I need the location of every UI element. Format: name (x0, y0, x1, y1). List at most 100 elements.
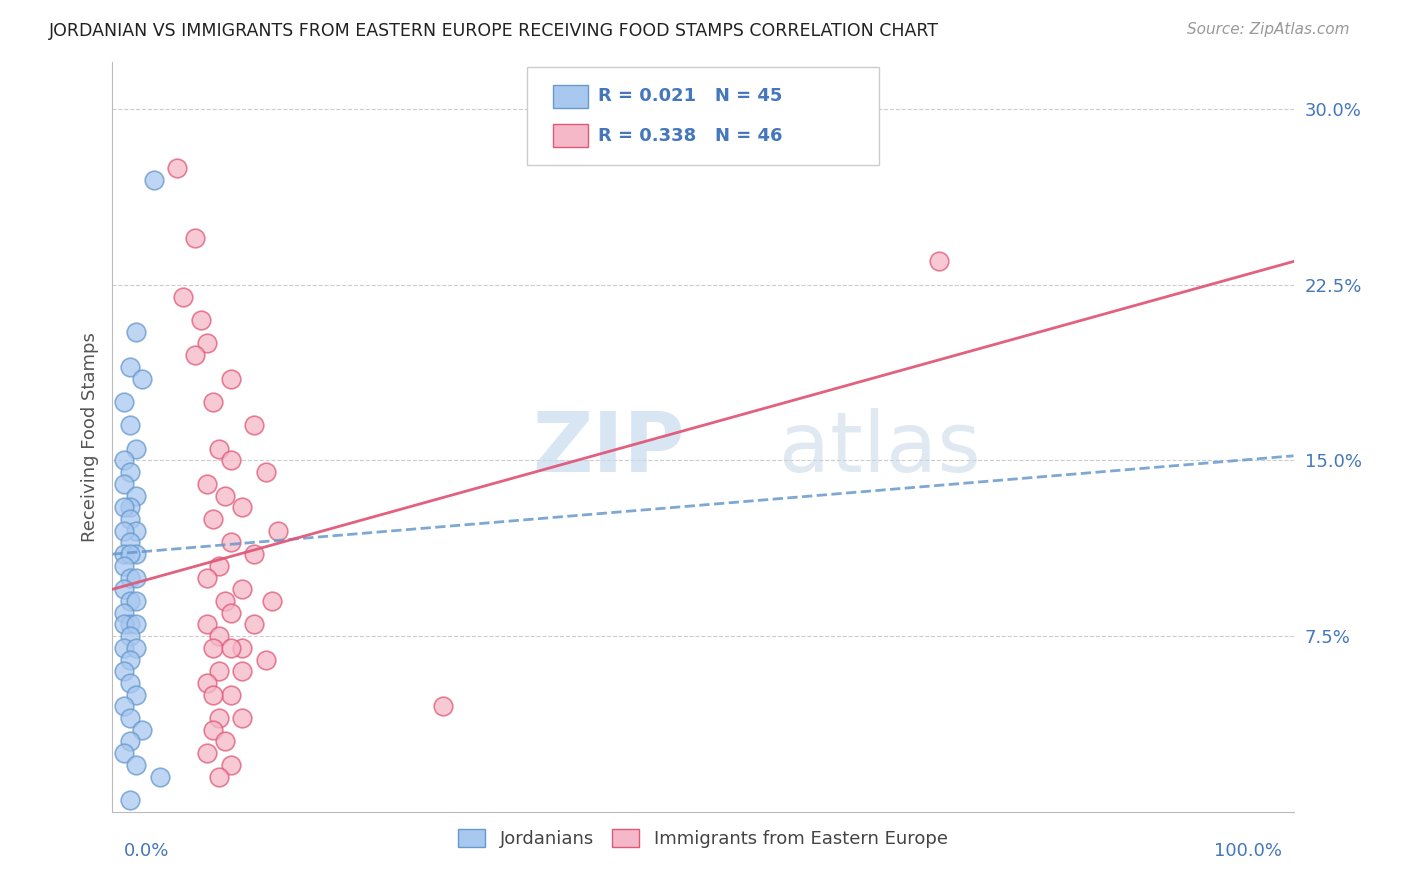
Point (125, 571, 148, 585)
Point (195, 746, 218, 760)
Point (112, 453, 135, 467)
Point (112, 395, 135, 409)
Point (125, 758, 148, 772)
Point (184, 348, 207, 362)
Point (190, 313, 212, 327)
Text: ZIP: ZIP (533, 409, 685, 490)
Point (201, 723, 224, 737)
Point (120, 571, 142, 585)
Point (243, 617, 266, 632)
Point (125, 617, 148, 632)
Point (214, 594, 236, 608)
Point (243, 547, 266, 561)
Point (201, 395, 224, 409)
Point (231, 664, 253, 679)
Point (112, 617, 135, 632)
Point (195, 336, 218, 351)
Point (125, 489, 148, 503)
Text: Source: ZipAtlas.com: Source: ZipAtlas.com (1187, 22, 1350, 37)
Point (208, 770, 231, 784)
Point (125, 325, 148, 339)
Point (120, 617, 142, 632)
Text: JORDANIAN VS IMMIGRANTS FROM EASTERN EUROPE RECEIVING FOOD STAMPS CORRELATION CH: JORDANIAN VS IMMIGRANTS FROM EASTERN EUR… (49, 22, 939, 40)
Point (231, 500, 253, 515)
Point (214, 734, 236, 748)
Point (112, 524, 135, 538)
Point (112, 664, 135, 679)
Point (172, 289, 194, 303)
Point (120, 594, 142, 608)
Point (125, 640, 148, 655)
Point (219, 640, 242, 655)
Point (112, 606, 135, 620)
Y-axis label: Receiving Food Stamps: Receiving Food Stamps (80, 332, 98, 542)
Point (120, 512, 142, 526)
Point (231, 640, 253, 655)
Point (112, 746, 135, 760)
Point (166, 161, 188, 175)
Point (131, 371, 153, 385)
Point (120, 652, 142, 666)
Point (432, 699, 454, 714)
Point (201, 688, 224, 702)
Point (112, 547, 135, 561)
Point (120, 359, 142, 374)
Point (195, 617, 218, 632)
Point (120, 734, 142, 748)
Point (149, 770, 172, 784)
Point (208, 711, 231, 725)
Point (219, 758, 242, 772)
Point (112, 558, 135, 573)
Text: 100.0%: 100.0% (1213, 842, 1282, 860)
Point (125, 594, 148, 608)
Point (928, 254, 950, 268)
Point (184, 231, 207, 245)
Point (131, 723, 153, 737)
Point (219, 453, 242, 467)
Point (120, 547, 142, 561)
Point (125, 688, 148, 702)
Point (112, 476, 135, 491)
Text: R = 0.021   N = 45: R = 0.021 N = 45 (598, 87, 782, 105)
Point (260, 594, 283, 608)
Point (112, 582, 135, 597)
Point (254, 652, 277, 666)
Text: atlas: atlas (779, 409, 981, 490)
Point (254, 465, 277, 479)
Point (120, 793, 142, 807)
Point (208, 629, 231, 643)
Point (201, 640, 224, 655)
Point (201, 512, 224, 526)
Point (125, 442, 148, 456)
Point (231, 582, 253, 597)
Point (195, 676, 218, 690)
Point (120, 535, 142, 549)
Point (219, 371, 242, 385)
Point (219, 688, 242, 702)
Point (112, 500, 135, 515)
Point (125, 547, 148, 561)
Point (243, 418, 266, 433)
Point (120, 500, 142, 515)
Point (214, 489, 236, 503)
Point (120, 629, 142, 643)
Point (208, 558, 231, 573)
Text: 0.0%: 0.0% (124, 842, 170, 860)
Point (112, 640, 135, 655)
Legend: Jordanians, Immigrants from Eastern Europe: Jordanians, Immigrants from Eastern Euro… (451, 822, 955, 855)
Point (208, 442, 231, 456)
Point (120, 676, 142, 690)
Text: R = 0.338   N = 46: R = 0.338 N = 46 (598, 127, 782, 145)
Point (142, 172, 165, 186)
Point (231, 711, 253, 725)
Point (208, 664, 231, 679)
Point (120, 418, 142, 433)
Point (120, 465, 142, 479)
Point (219, 535, 242, 549)
Point (195, 476, 218, 491)
Point (267, 524, 290, 538)
Point (112, 699, 135, 714)
Point (219, 606, 242, 620)
Point (195, 571, 218, 585)
Point (125, 524, 148, 538)
